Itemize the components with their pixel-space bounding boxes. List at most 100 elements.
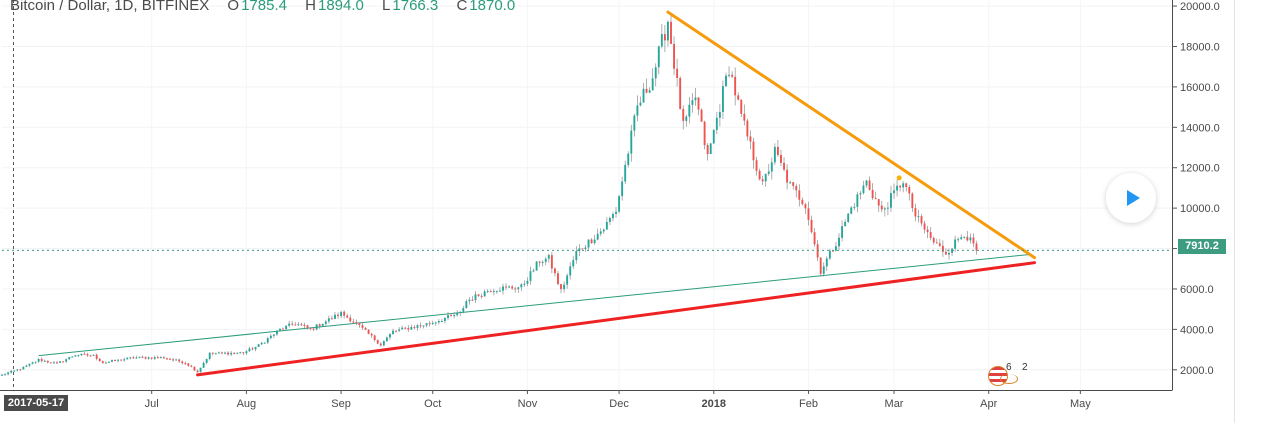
candle-up — [721, 86, 724, 112]
candle-up — [712, 129, 715, 144]
candle-up — [517, 287, 520, 290]
candle-down — [352, 321, 355, 323]
candle-down — [740, 99, 743, 114]
candle-up — [422, 325, 425, 327]
ohlc-low-value: 1766.3 — [392, 0, 439, 14]
candle-up — [856, 194, 859, 207]
candle-down — [361, 325, 364, 328]
candle-up — [389, 333, 391, 338]
candle-down — [553, 268, 556, 274]
candle-up — [275, 330, 278, 335]
candle-down — [758, 170, 761, 180]
candle-down — [190, 365, 193, 367]
candle-down — [413, 327, 416, 329]
candle-up — [7, 372, 10, 375]
candle-up — [575, 251, 578, 261]
candle-down — [251, 348, 254, 350]
candle-up — [236, 352, 239, 354]
candle-down — [700, 109, 703, 122]
candle-down — [233, 352, 236, 354]
marker-dot — [896, 175, 902, 181]
candle-up — [636, 105, 639, 116]
candle-down — [874, 198, 877, 200]
candle-up — [859, 193, 862, 195]
candle-up — [822, 266, 825, 274]
candle-down — [816, 244, 819, 258]
candle-up — [272, 334, 275, 336]
candle-down — [480, 295, 483, 297]
candle-down — [489, 291, 492, 293]
candle-up — [502, 286, 504, 291]
candle-up — [608, 218, 611, 222]
axis-lines — [0, 0, 1235, 423]
candle-up — [896, 185, 899, 191]
candle-down — [330, 318, 333, 320]
candle-up — [495, 290, 498, 292]
candle-down — [798, 190, 801, 200]
candle-up — [269, 335, 272, 339]
candle-down — [795, 185, 798, 191]
candle-down — [172, 359, 175, 361]
candle-up — [547, 255, 550, 259]
candle-up — [123, 359, 126, 361]
candle-up — [126, 357, 129, 360]
candle-down — [703, 121, 706, 146]
candle-up — [71, 356, 74, 358]
candle-up — [902, 183, 905, 188]
y-tick-label: 18000.0 — [1180, 41, 1220, 53]
candle-down — [428, 323, 431, 325]
candle-up — [385, 337, 388, 342]
y-tick-label: 2000.0 — [1180, 365, 1214, 377]
play-button[interactable] — [1106, 173, 1156, 223]
candle-down — [905, 183, 908, 188]
candle-up — [541, 261, 544, 263]
y-tick-label: 4000.0 — [1180, 324, 1214, 336]
candle-up — [960, 237, 963, 240]
candle-up — [544, 258, 547, 262]
candle-up — [917, 216, 920, 218]
candle-down — [505, 286, 507, 288]
candle-up — [453, 315, 456, 317]
candle-up — [883, 208, 886, 210]
candle-down — [196, 370, 199, 373]
candle-up — [969, 237, 972, 241]
candle-down — [312, 328, 315, 330]
candle-down — [376, 340, 379, 344]
candle-up — [107, 361, 110, 363]
candle-down — [682, 109, 685, 121]
candle-down — [880, 205, 883, 210]
candle-up — [728, 74, 730, 76]
candle-down — [749, 136, 752, 142]
candle-up — [770, 162, 773, 172]
candle-down — [697, 97, 700, 110]
candle-up — [566, 275, 569, 285]
candle-down — [813, 232, 816, 245]
candle-up — [92, 354, 95, 356]
candle-up — [324, 321, 327, 325]
candle-down — [169, 358, 171, 360]
candle-up — [410, 327, 413, 330]
candle-up — [648, 90, 651, 93]
x-tick-label: 2018 — [702, 398, 726, 410]
candle-down — [807, 208, 810, 220]
candle-down — [679, 77, 682, 110]
candle-up — [948, 252, 950, 255]
candle-down — [156, 357, 159, 359]
candle-down — [95, 354, 98, 359]
candle-up — [111, 360, 113, 362]
candle-up — [569, 266, 572, 276]
candle-down — [477, 294, 480, 296]
candle-up — [447, 315, 449, 319]
candle-up — [605, 221, 608, 230]
candle-down — [86, 354, 89, 356]
ohlc-close-label: C — [456, 0, 468, 14]
candle-up — [104, 362, 107, 364]
candle-down — [786, 169, 789, 183]
candle-up — [526, 280, 529, 284]
candle-up — [37, 358, 40, 362]
candle-up — [43, 360, 46, 362]
candle-up — [266, 338, 269, 343]
candle-down — [560, 284, 562, 290]
